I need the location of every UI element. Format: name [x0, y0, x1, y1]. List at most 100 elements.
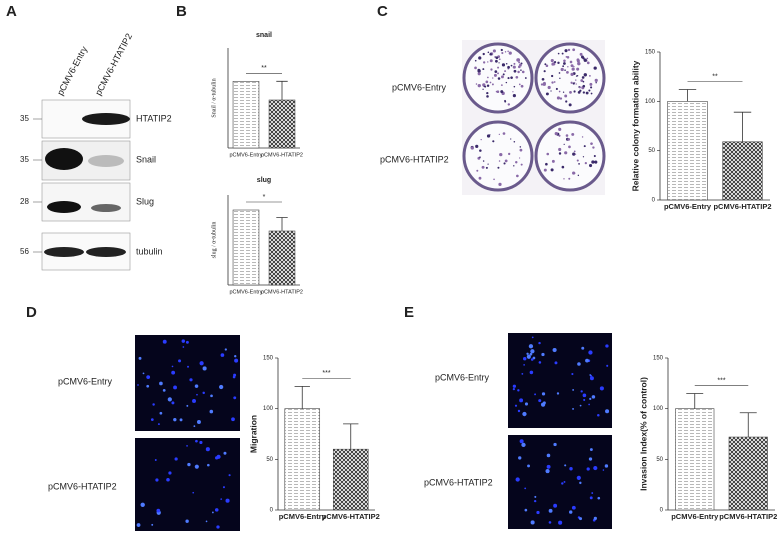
row-label: pCMV6-Entry [58, 376, 113, 386]
colony [486, 134, 491, 138]
cell [512, 384, 517, 388]
cell [211, 511, 214, 514]
cell [589, 374, 592, 376]
colony [560, 67, 564, 72]
colony [572, 152, 576, 156]
colony [479, 149, 482, 152]
x-tick-label: pCMV6-Entry [279, 512, 327, 521]
colony [575, 79, 577, 81]
colony [492, 49, 496, 53]
x-tick-label: pCMV6-HTATIP2 [719, 512, 777, 521]
bar [268, 230, 296, 286]
colony [580, 79, 584, 82]
colony [579, 52, 583, 56]
colony [508, 152, 511, 156]
colony [541, 77, 545, 81]
cell [534, 393, 537, 396]
cell [171, 401, 175, 405]
cell [157, 423, 160, 426]
cell [187, 365, 190, 368]
y-tick-label: 100 [263, 406, 274, 412]
colony [550, 74, 554, 78]
colony [500, 84, 503, 87]
colony [576, 58, 580, 62]
colony [563, 143, 565, 145]
cell [192, 491, 195, 494]
colony [502, 132, 506, 135]
colony [497, 66, 500, 69]
colony [558, 127, 562, 131]
colony [520, 163, 523, 166]
cell [189, 378, 193, 382]
plate [462, 120, 534, 192]
significance-label: *** [322, 370, 330, 377]
cell [564, 464, 567, 467]
lane-label: pCMV6-Entry [55, 44, 89, 97]
colony [558, 152, 562, 155]
colony [492, 140, 495, 143]
colony [567, 66, 569, 68]
marker-weight: 56 [20, 247, 29, 256]
blot [41, 99, 131, 271]
colony [569, 90, 572, 94]
colony [513, 62, 516, 65]
colony [562, 65, 565, 68]
cell [519, 439, 524, 444]
colony [487, 76, 489, 79]
colony [555, 87, 558, 90]
colony [569, 60, 573, 64]
colony [481, 165, 485, 169]
cell [545, 468, 550, 474]
colony [542, 82, 546, 86]
cell [526, 354, 531, 359]
colony [581, 55, 584, 59]
cell [185, 340, 189, 344]
cell [556, 392, 560, 395]
marker-weight: 35 [20, 114, 29, 123]
cell [602, 469, 605, 471]
x-tick-label: pCMV6-Entry [664, 202, 712, 211]
colony [513, 85, 516, 88]
cell [186, 445, 188, 447]
cell [546, 464, 551, 469]
cell [588, 457, 593, 461]
cell [530, 358, 534, 361]
band-label: HTATIP2 [136, 113, 172, 123]
colony [577, 174, 580, 177]
colony [482, 52, 485, 56]
colony [505, 81, 508, 84]
bar [675, 408, 715, 511]
cell [196, 420, 201, 424]
micrograph [135, 438, 240, 531]
cell [529, 352, 533, 356]
colony [550, 168, 554, 172]
cell [181, 339, 186, 343]
colony [477, 72, 481, 76]
cell [167, 397, 172, 402]
colony [485, 166, 488, 169]
colony [482, 83, 486, 87]
cell [146, 375, 151, 380]
cell [146, 384, 150, 388]
colony [519, 148, 523, 152]
cell [233, 396, 237, 400]
y-tick-label: 100 [653, 406, 664, 412]
colony-plates [462, 40, 606, 195]
cell [234, 355, 237, 358]
colony [501, 51, 504, 55]
colony [543, 70, 546, 73]
significance-label: ** [712, 73, 718, 80]
colony [546, 152, 550, 156]
colony [519, 146, 522, 148]
cell [138, 356, 142, 360]
colony [496, 90, 500, 93]
colony [513, 69, 517, 73]
colony [577, 61, 581, 66]
colony [515, 160, 518, 164]
x-tick-label: pCMV6-Entry [229, 289, 262, 295]
bar [284, 408, 321, 511]
colony [562, 91, 565, 93]
cell [173, 417, 177, 422]
x-tick-label: pCMV6-HTATIP2 [322, 512, 380, 521]
